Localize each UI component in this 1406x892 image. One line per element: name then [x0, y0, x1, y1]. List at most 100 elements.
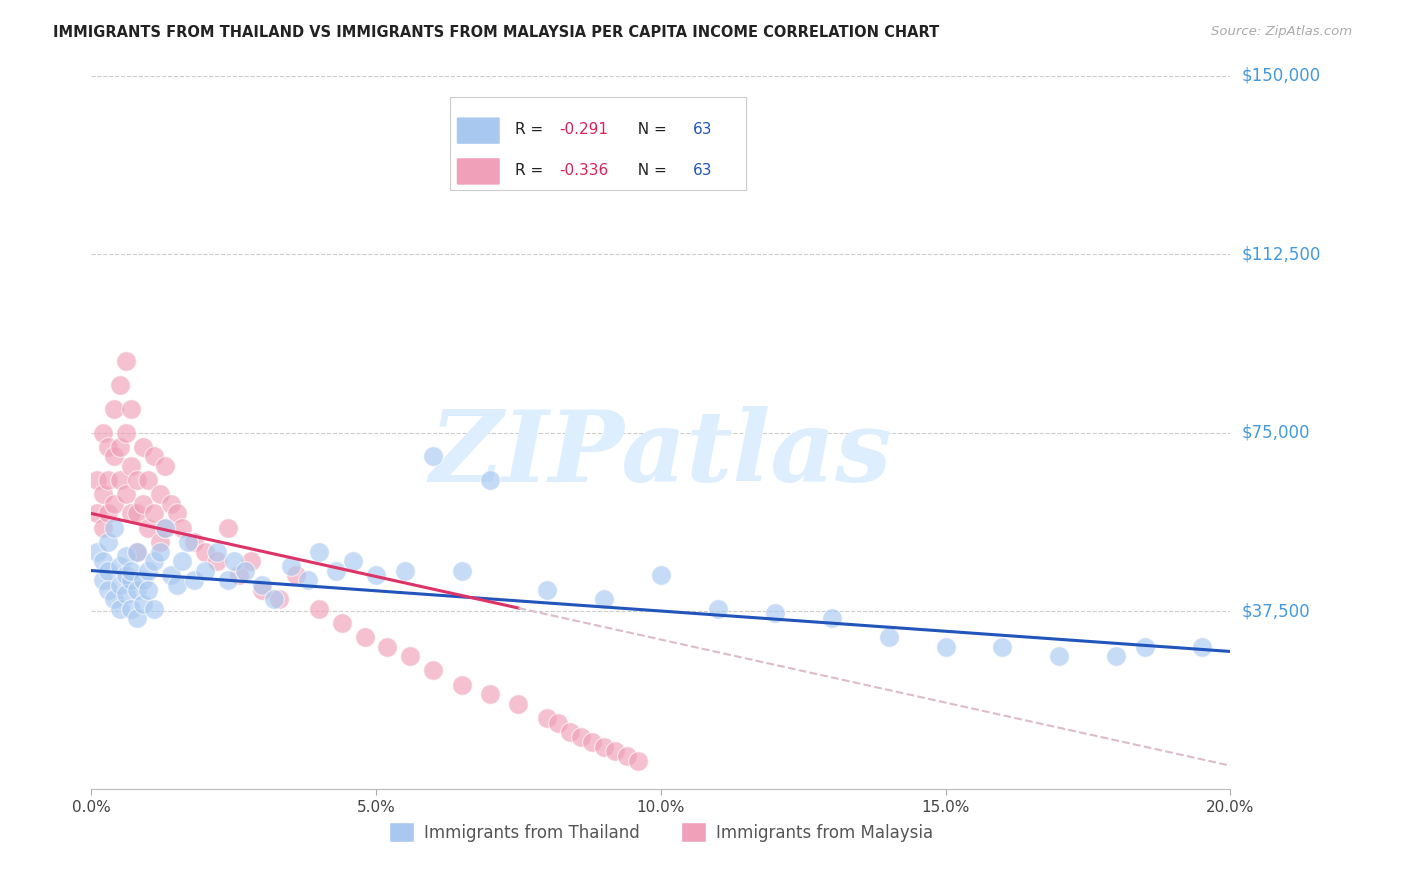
Point [166, 578, 188, 592]
Point [143, 554, 166, 568]
Point [820, 611, 842, 625]
Point [120, 573, 142, 587]
Point [143, 601, 166, 615]
Point [1133, 640, 1156, 654]
Point [91, 425, 114, 440]
Point [1049, 649, 1071, 664]
Point [131, 497, 153, 511]
Point [547, 715, 569, 730]
Point [125, 544, 148, 558]
Point [97, 473, 120, 487]
Point [86, 473, 108, 487]
Point [991, 640, 1014, 654]
Point [120, 564, 142, 578]
Point [558, 725, 581, 739]
Point [138, 564, 160, 578]
Point [103, 592, 125, 607]
Point [120, 401, 142, 416]
Point [143, 507, 166, 521]
Point [120, 507, 142, 521]
Point [569, 730, 592, 744]
Point [217, 521, 239, 535]
Point [149, 487, 172, 501]
Point [353, 630, 375, 644]
Point [364, 568, 387, 582]
Point [269, 592, 291, 607]
Point [103, 401, 125, 416]
Point [763, 607, 786, 621]
Point [239, 554, 262, 568]
Point [125, 611, 148, 625]
Point [86, 544, 108, 558]
Point [125, 544, 148, 558]
Point [114, 587, 136, 601]
Point [217, 573, 239, 587]
Text: ZIPatlas: ZIPatlas [430, 406, 891, 502]
Point [103, 497, 125, 511]
Point [593, 739, 616, 754]
Point [114, 549, 136, 564]
Point [627, 754, 650, 768]
Point [280, 558, 302, 573]
Point [706, 601, 728, 615]
Point [108, 473, 131, 487]
Point [97, 582, 120, 597]
Point [114, 487, 136, 501]
Point [450, 564, 472, 578]
Point [155, 521, 177, 535]
Point [108, 440, 131, 454]
Point [325, 564, 347, 578]
Point [183, 535, 205, 549]
Point [934, 640, 956, 654]
Text: Source: ZipAtlas.com: Source: ZipAtlas.com [1212, 25, 1353, 38]
Point [166, 507, 188, 521]
Point [536, 582, 558, 597]
Point [97, 564, 120, 578]
Point [285, 568, 308, 582]
Point [108, 578, 131, 592]
Legend: Immigrants from Thailand, Immigrants from Malaysia: Immigrants from Thailand, Immigrants fro… [382, 815, 939, 849]
Point [86, 507, 108, 521]
Point [108, 601, 131, 615]
Point [422, 664, 444, 678]
Point [131, 573, 153, 587]
Point [91, 487, 114, 501]
Text: $112,500: $112,500 [1241, 245, 1320, 263]
Point [120, 458, 142, 473]
Text: $37,500: $37,500 [1241, 602, 1310, 620]
Point [297, 573, 319, 587]
Point [91, 573, 114, 587]
Point [114, 425, 136, 440]
Point [131, 597, 153, 611]
Point [877, 630, 900, 644]
Point [250, 578, 273, 592]
Point [250, 582, 273, 597]
Point [394, 564, 416, 578]
Point [593, 592, 616, 607]
Point [616, 749, 638, 764]
Point [233, 564, 256, 578]
Point [478, 473, 502, 487]
Text: IMMIGRANTS FROM THAILAND VS IMMIGRANTS FROM MALAYSIA PER CAPITA INCOME CORRELATI: IMMIGRANTS FROM THAILAND VS IMMIGRANTS F… [53, 25, 939, 40]
Point [138, 582, 160, 597]
Point [342, 554, 364, 568]
Point [138, 473, 160, 487]
Point [263, 592, 285, 607]
Point [114, 354, 136, 368]
Point [205, 554, 228, 568]
Point [155, 458, 177, 473]
Point [108, 558, 131, 573]
Point [103, 450, 125, 464]
Point [422, 450, 444, 464]
Point [330, 615, 353, 630]
Point [172, 554, 194, 568]
Point [160, 568, 183, 582]
Point [120, 601, 142, 615]
Point [97, 535, 120, 549]
Point [125, 582, 148, 597]
Point [222, 554, 245, 568]
Point [160, 497, 183, 511]
Point [114, 568, 136, 582]
Point [205, 544, 228, 558]
Point [183, 573, 205, 587]
